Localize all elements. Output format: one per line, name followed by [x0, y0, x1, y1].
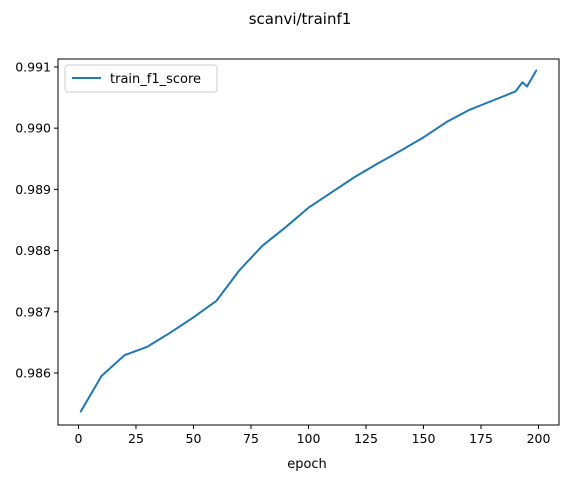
y-axis: 0.986 0.987 0.988 0.989 0.990 0.991	[15, 59, 58, 380]
series-group	[79, 69, 538, 413]
x-tick-label: 50	[186, 431, 202, 446]
legend-box	[64, 64, 218, 93]
y-tick-label: 0.991	[15, 59, 51, 74]
y-tick-label: 0.990	[15, 121, 51, 136]
x-tick-label: 25	[128, 431, 144, 446]
series-line-train-f1-score	[79, 69, 538, 413]
x-tick-label: 200	[527, 431, 551, 446]
x-axis-label: epoch	[287, 457, 327, 472]
y-tick-label: 0.988	[15, 243, 51, 258]
x-tick-label: 100	[297, 431, 321, 446]
y-tick-label: 0.986	[15, 365, 51, 380]
x-tick-label: 125	[354, 431, 378, 446]
chart-title: scanvi/trainf1	[249, 10, 352, 28]
plot-area	[57, 58, 560, 426]
x-axis: 0 25 50 75 100 125 150 175 200	[74, 425, 551, 446]
x-tick-label: 0	[74, 431, 82, 446]
x-tick-label: 150	[412, 431, 436, 446]
legend: train_f1_score	[64, 64, 218, 93]
x-tick-label: 175	[469, 431, 493, 446]
y-tick-label: 0.989	[15, 182, 51, 197]
x-tick-label: 75	[243, 431, 259, 446]
y-tick-label: 0.987	[15, 304, 51, 319]
legend-label-train-f1-score: train_f1_score	[110, 72, 201, 87]
